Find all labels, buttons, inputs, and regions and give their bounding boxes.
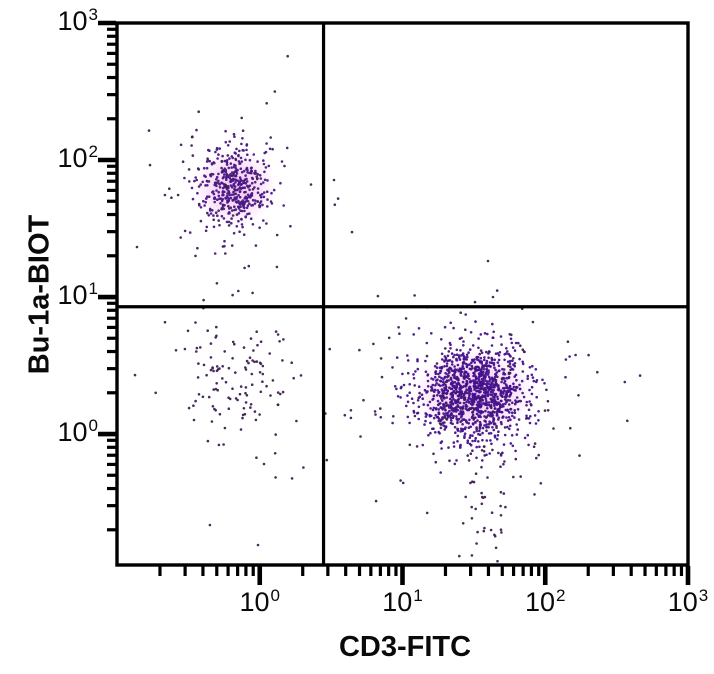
x-axis-title: CD3-FITC	[338, 631, 472, 663]
population-lower-right-3	[458, 445, 507, 563]
plot-frame	[115, 21, 690, 567]
population-upper-left-0	[147, 90, 340, 270]
axis-ticks	[98, 20, 691, 585]
population-lower-right-2	[343, 289, 642, 515]
y-axis-title: Bu-1a-BIOT	[23, 214, 56, 375]
population-lower-left-1	[154, 289, 305, 480]
cell-event-dots	[133, 54, 642, 563]
